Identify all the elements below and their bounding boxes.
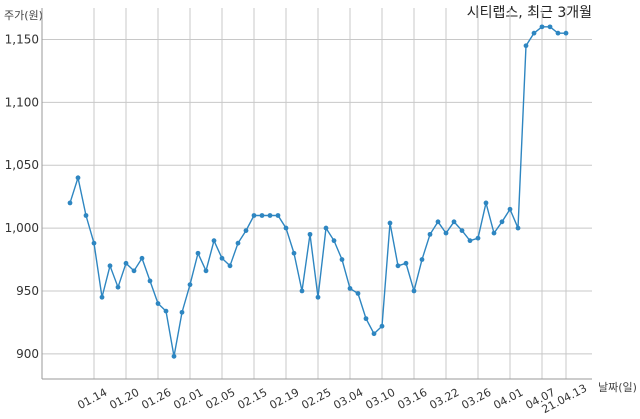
data-point bbox=[195, 250, 201, 256]
data-point bbox=[427, 231, 433, 237]
data-point bbox=[563, 30, 569, 36]
chart-title: 시티랩스, 최근 3개월 bbox=[467, 5, 592, 21]
data-point bbox=[299, 288, 305, 294]
data-point bbox=[547, 24, 553, 30]
data-point bbox=[507, 206, 513, 212]
y-tick-label: 1,100 bbox=[5, 95, 39, 109]
x-tick-label: 02.19 bbox=[267, 386, 301, 412]
x-tick-label: 04.01 bbox=[491, 386, 525, 412]
data-point bbox=[163, 308, 169, 314]
data-point bbox=[323, 225, 329, 231]
data-point bbox=[331, 238, 337, 244]
x-tick-label: 01.14 bbox=[75, 386, 109, 412]
data-point bbox=[211, 238, 217, 244]
data-point bbox=[435, 219, 441, 225]
data-point bbox=[379, 323, 385, 329]
data-point bbox=[363, 316, 369, 322]
data-point bbox=[315, 294, 321, 300]
data-point bbox=[355, 291, 361, 296]
data-point bbox=[307, 231, 313, 237]
data-point bbox=[259, 213, 265, 218]
series bbox=[67, 24, 569, 359]
y-tick-label: 950 bbox=[16, 284, 39, 298]
data-point bbox=[347, 286, 353, 291]
x-tick-label: 02.01 bbox=[171, 386, 205, 412]
data-point bbox=[291, 250, 297, 256]
data-point bbox=[339, 257, 345, 262]
data-point bbox=[451, 219, 457, 225]
data-point bbox=[411, 288, 417, 294]
data-point bbox=[531, 30, 537, 36]
data-point bbox=[123, 260, 129, 266]
x-tick-label: 01.26 bbox=[139, 386, 173, 412]
data-point bbox=[187, 282, 193, 288]
data-point bbox=[147, 278, 153, 284]
x-tick-label: 02.15 bbox=[235, 386, 269, 412]
data-point bbox=[227, 263, 233, 269]
grid bbox=[42, 8, 592, 379]
data-point bbox=[515, 225, 521, 231]
data-point bbox=[203, 268, 209, 274]
data-point bbox=[283, 225, 289, 231]
data-point bbox=[139, 255, 145, 261]
data-point bbox=[243, 228, 249, 234]
data-point bbox=[219, 255, 225, 261]
data-point bbox=[419, 257, 425, 262]
data-point bbox=[467, 238, 473, 244]
data-point bbox=[395, 263, 401, 269]
data-point bbox=[267, 213, 273, 218]
data-point bbox=[235, 240, 241, 246]
data-point bbox=[499, 219, 505, 225]
x-ticks: 01.1401.2001.2602.0102.0502.1502.1902.25… bbox=[75, 382, 589, 416]
data-point bbox=[523, 43, 529, 49]
data-point bbox=[67, 200, 73, 206]
x-tick-label: 02.25 bbox=[299, 386, 333, 412]
data-point bbox=[91, 240, 97, 246]
data-point bbox=[99, 294, 105, 300]
x-axis-label: 날짜(일) bbox=[598, 380, 637, 394]
data-point bbox=[459, 228, 465, 234]
y-tick-label: 1,050 bbox=[5, 158, 39, 172]
x-tick-label: 03.22 bbox=[427, 386, 461, 412]
data-point bbox=[83, 213, 89, 218]
data-point bbox=[171, 353, 177, 359]
data-point bbox=[75, 175, 81, 181]
data-point bbox=[443, 230, 449, 236]
x-tick-label: 02.05 bbox=[203, 386, 237, 412]
data-point bbox=[115, 284, 121, 290]
data-point bbox=[155, 301, 161, 306]
y-tick-label: 900 bbox=[16, 347, 39, 361]
data-point bbox=[483, 200, 489, 206]
x-tick-label: 01.20 bbox=[107, 386, 141, 412]
data-point bbox=[555, 30, 561, 36]
data-point bbox=[371, 331, 377, 337]
data-point bbox=[475, 235, 481, 241]
x-tick-label: 03.16 bbox=[395, 386, 429, 412]
y-tick-label: 1,000 bbox=[5, 221, 39, 235]
x-tick-label: 03.10 bbox=[363, 386, 397, 412]
x-tick-label: 03.26 bbox=[459, 386, 493, 412]
data-point bbox=[179, 309, 185, 315]
data-point bbox=[107, 263, 113, 269]
y-ticks: 900 950 1,000 1,050 1,100 1,150 bbox=[5, 32, 39, 360]
data-point bbox=[251, 213, 257, 218]
y-tick-label: 1,150 bbox=[5, 32, 39, 46]
data-point bbox=[131, 268, 137, 274]
x-tick-label: 03.04 bbox=[331, 386, 365, 412]
data-point bbox=[387, 220, 393, 226]
data-point bbox=[539, 24, 545, 30]
axes bbox=[41, 8, 592, 380]
data-point bbox=[403, 260, 409, 266]
data-point bbox=[491, 230, 497, 236]
data-point bbox=[275, 213, 281, 218]
y-axis-label: 주가(원) bbox=[4, 9, 43, 22]
